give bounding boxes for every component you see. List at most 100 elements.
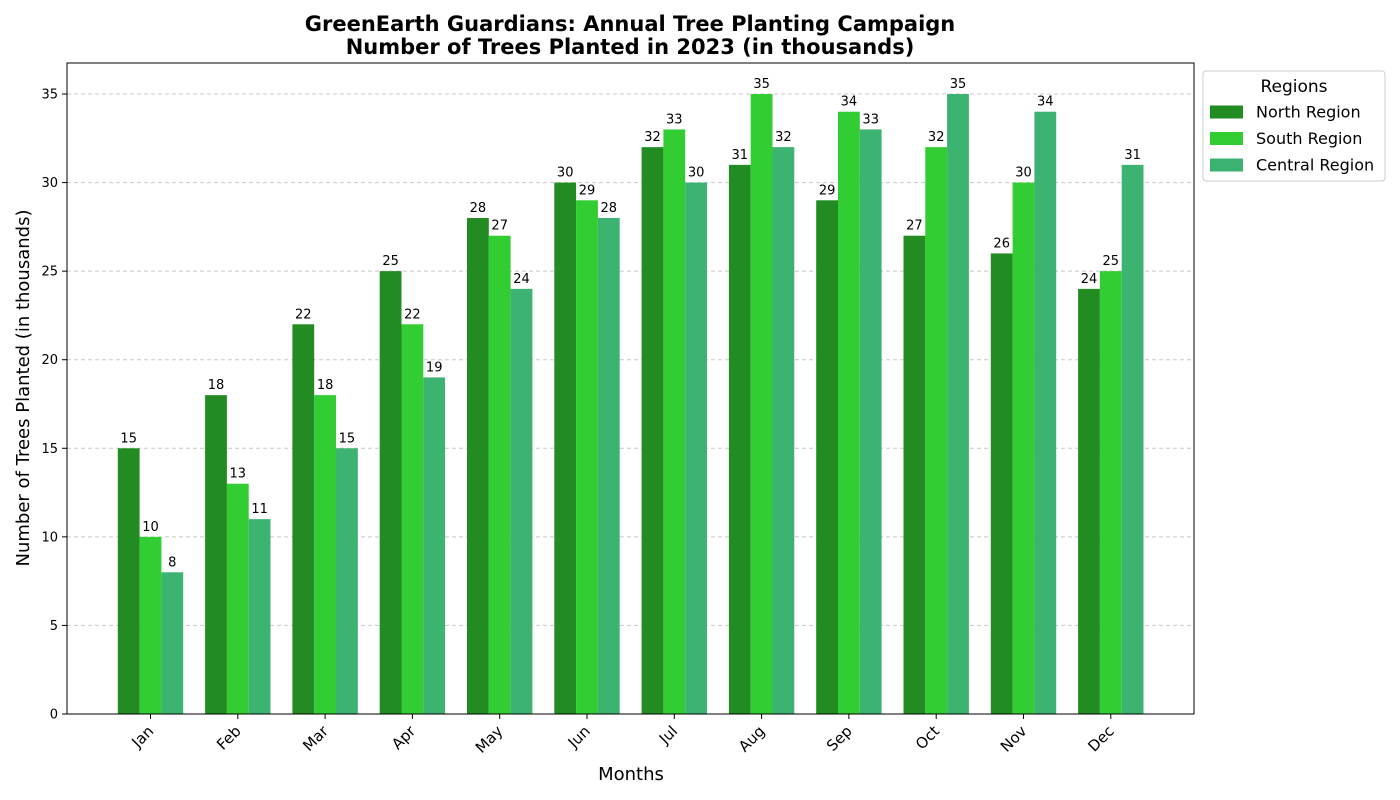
- bar-central-region-feb: [248, 519, 271, 714]
- data-label: 35: [950, 77, 967, 92]
- bar-central-region-dec: [1121, 164, 1144, 714]
- x-tick-label: Dec: [1084, 722, 1117, 755]
- data-label: 25: [1103, 254, 1120, 269]
- data-label: 18: [317, 378, 334, 393]
- data-label: 15: [120, 431, 137, 446]
- data-label: 30: [557, 166, 574, 181]
- x-tick-label: Apr: [388, 722, 420, 754]
- x-tick-label: Sep: [823, 722, 856, 755]
- bar-south-region-apr: [401, 324, 424, 714]
- data-label: 33: [862, 112, 879, 127]
- bar-south-region-feb: [226, 483, 249, 714]
- plot-area-frame: [66, 62, 1195, 715]
- data-label: 32: [775, 130, 792, 145]
- bar-north-region-feb: [205, 395, 227, 714]
- data-label: 27: [491, 219, 508, 234]
- legend-swatch: [1210, 132, 1243, 145]
- data-label: 22: [404, 307, 421, 322]
- data-label: 13: [230, 467, 247, 482]
- bar-north-region-oct: [903, 235, 926, 714]
- bar-central-region-apr: [423, 377, 446, 714]
- bar-south-region-nov: [1012, 182, 1035, 715]
- data-label: 8: [168, 555, 176, 570]
- legend-box: [1202, 70, 1386, 182]
- data-label: 25: [382, 254, 399, 269]
- data-label: 34: [841, 95, 858, 110]
- data-label: 34: [1037, 95, 1054, 110]
- bar-central-region-may: [510, 288, 533, 714]
- y-tick-label: 10: [41, 530, 58, 545]
- bar-north-region-jan: [117, 448, 140, 714]
- legend-title: Regions: [1260, 77, 1327, 97]
- bar-central-region-sep: [859, 129, 882, 714]
- data-label: 24: [1081, 272, 1098, 287]
- data-label: 11: [251, 502, 268, 517]
- x-axis: Jan Feb Mar Apr May Jun Jul Aug Sep Oct Nov Dec: [128, 714, 1118, 757]
- bar-north-region-dec: [1078, 288, 1100, 714]
- bar-north-region-sep: [816, 200, 838, 715]
- bar-north-region-mar: [292, 324, 315, 714]
- x-tick-label: Jan: [128, 722, 158, 752]
- bar-central-region-mar: [336, 448, 358, 714]
- data-label: 27: [906, 219, 923, 234]
- x-tick-label: Oct: [912, 722, 943, 753]
- data-label: 29: [579, 183, 596, 198]
- bar-south-region-jan: [139, 536, 162, 714]
- y-tick-label: 35: [41, 88, 58, 103]
- x-tick-label: Feb: [213, 722, 245, 754]
- legend[interactable]: Regions North Region South Region Central …: [1202, 70, 1386, 182]
- legend-swatch: [1210, 105, 1243, 119]
- y-tick-label: 5: [50, 619, 58, 634]
- bars: [117, 94, 1144, 715]
- data-label: 22: [295, 307, 312, 322]
- bar-central-region-aug: [772, 147, 795, 715]
- x-tick-label: Nov: [997, 722, 1031, 756]
- data-label: 33: [666, 112, 683, 127]
- data-label: 31: [1124, 148, 1141, 163]
- legend-swatch: [1210, 158, 1243, 172]
- bar-south-region-aug: [750, 94, 773, 714]
- data-label: 30: [688, 166, 705, 181]
- legend-entry: Central Region: [1256, 156, 1374, 175]
- bar-central-region-jul: [685, 182, 707, 715]
- bar-south-region-dec: [1099, 271, 1122, 714]
- bar-south-region-oct: [925, 147, 948, 715]
- x-tick-label: Jun: [564, 722, 594, 752]
- y-axis: 0 5 10 15 20 25 30 35: [41, 88, 67, 723]
- x-axis-label: Months: [598, 764, 664, 785]
- bar-north-region-jul: [641, 147, 664, 715]
- bar-central-region-nov: [1034, 111, 1057, 714]
- data-label: 28: [601, 201, 618, 216]
- legend-entry: North Region: [1256, 103, 1361, 122]
- y-tick-label: 30: [41, 176, 58, 191]
- data-label: 18: [208, 378, 225, 393]
- y-tick-label: 15: [41, 442, 58, 457]
- bar-central-region-oct: [947, 94, 969, 714]
- bar-central-region-jun: [597, 218, 620, 714]
- bar-south-region-mar: [314, 395, 336, 714]
- chart-title: GreenEarth Guardians: Annual Tree Planti…: [305, 12, 956, 36]
- data-label: 31: [732, 148, 749, 163]
- y-tick-label: 0: [50, 708, 58, 723]
- x-tick-label: Mar: [299, 722, 332, 755]
- y-tick-label: 20: [41, 353, 58, 368]
- x-tick-label: Jul: [655, 722, 681, 748]
- data-label: 32: [644, 130, 661, 145]
- bar-north-region-nov: [990, 253, 1013, 714]
- data-label: 19: [426, 360, 443, 375]
- legend-entry: South Region: [1256, 129, 1362, 148]
- data-label: 30: [1015, 166, 1032, 181]
- bar-south-region-may: [488, 235, 511, 714]
- bar-south-region-sep: [838, 111, 860, 714]
- data-label: 28: [470, 201, 487, 216]
- data-label: 35: [753, 77, 770, 92]
- y-tick-label: 25: [41, 265, 58, 280]
- bar-south-region-jul: [663, 129, 686, 714]
- data-label: 32: [928, 130, 945, 145]
- bar-north-region-jun: [554, 182, 577, 715]
- bar-north-region-apr: [379, 271, 402, 714]
- data-label: 29: [819, 183, 836, 198]
- data-label: 26: [993, 236, 1010, 251]
